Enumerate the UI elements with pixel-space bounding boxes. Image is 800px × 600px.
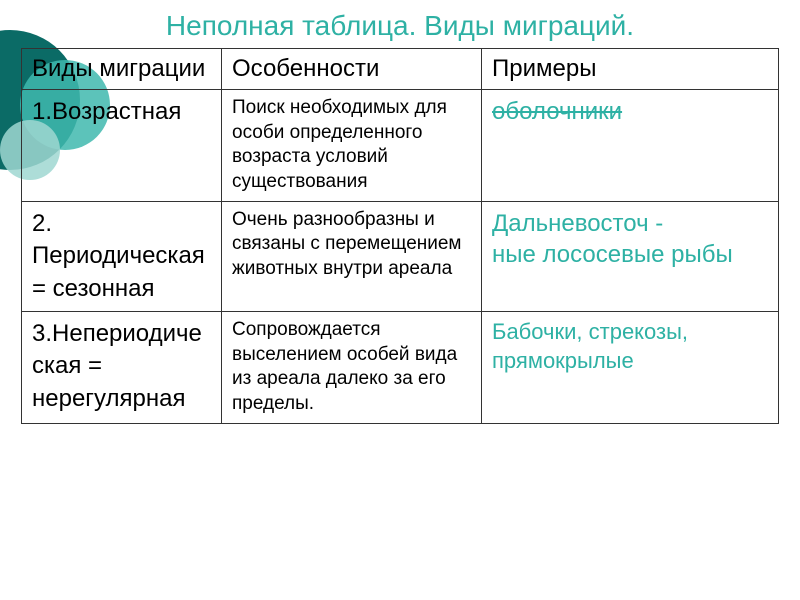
cell-type-2: 2. Периодическая = сезонная	[22, 201, 222, 311]
cell-feature-3: Сопровождается выселением особей вида из…	[222, 311, 482, 423]
column-header-types: Виды миграции	[22, 49, 222, 90]
cell-feature-2: Очень разнообразны и связаны с перемещен…	[222, 201, 482, 311]
cell-feature-1: Поиск необходимых для особи определенног…	[222, 90, 482, 202]
example-1-text: оболочники	[492, 98, 622, 125]
table-row: 2. Периодическая = сезонная Очень разноо…	[22, 201, 779, 311]
table-row: 1.Возрастная Поиск необходимых для особи…	[22, 90, 779, 202]
column-header-examples: Примеры	[482, 49, 779, 90]
slide-title: Неполная таблица. Виды миграций.	[0, 0, 800, 48]
cell-example-1: оболочники	[482, 90, 779, 202]
column-header-features: Особенности	[222, 49, 482, 90]
table-row: 3.Непериодическая = нерегулярная Сопрово…	[22, 311, 779, 423]
cell-example-2: Дальневосточ -ные лососевые рыбы	[482, 201, 779, 311]
cell-type-1: 1.Возрастная	[22, 90, 222, 202]
migration-table: Виды миграции Особенности Примеры 1.Возр…	[21, 48, 779, 424]
cell-example-3: Бабочки, стрекозы, прямокрылые	[482, 311, 779, 423]
cell-type-3: 3.Непериодическая = нерегулярная	[22, 311, 222, 423]
table-header-row: Виды миграции Особенности Примеры	[22, 49, 779, 90]
